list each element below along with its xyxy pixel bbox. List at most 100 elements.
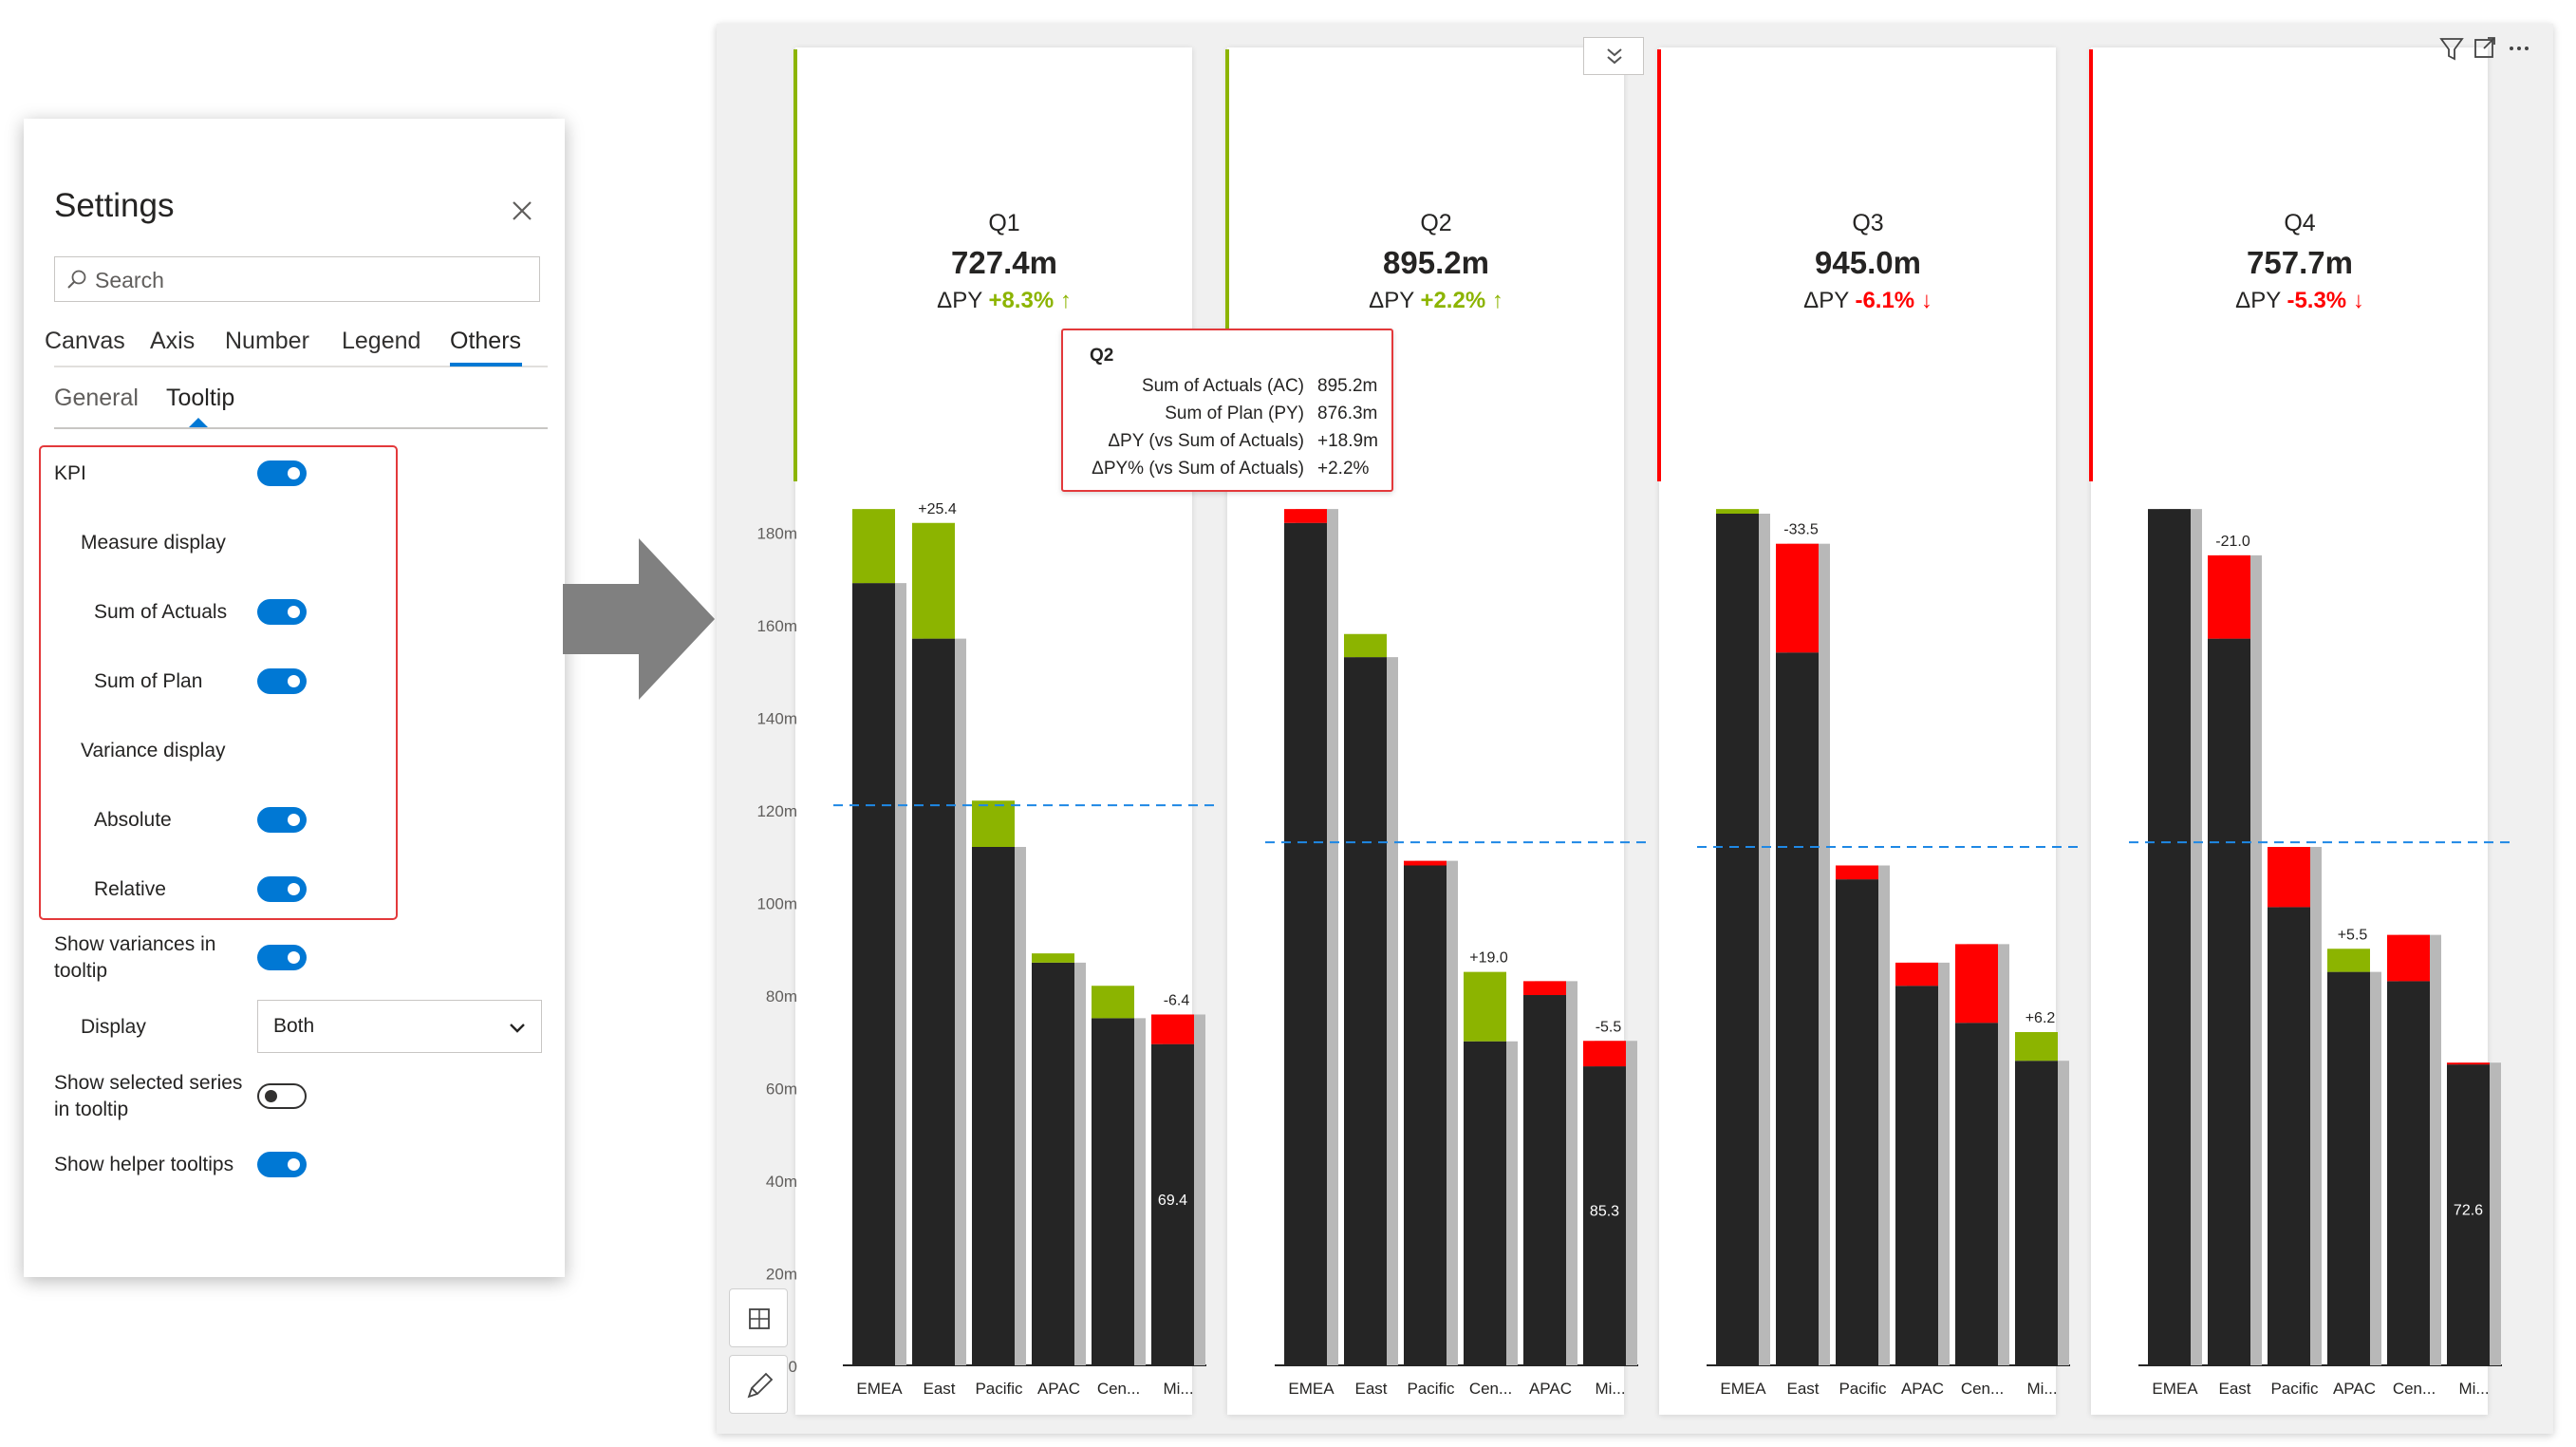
- subtab-general[interactable]: General: [54, 385, 139, 411]
- kpi-accent-line: [793, 49, 797, 481]
- y-tick-label: 80m: [766, 987, 797, 1005]
- actual-bar: [2148, 509, 2191, 1365]
- arrow-up-icon: ↑: [1491, 288, 1503, 313]
- show-helper-toggle[interactable]: [257, 1152, 307, 1177]
- actual-bar: [1404, 865, 1447, 1365]
- y-tick-label: 20m: [766, 1266, 797, 1284]
- kpi-quarter: Q4: [2284, 210, 2316, 236]
- absolute-toggle[interactable]: [257, 807, 307, 833]
- kpi-toggle[interactable]: [257, 460, 307, 486]
- kpi-delta-percent: -5.3%: [2287, 288, 2353, 313]
- actual-bar: [1032, 962, 1074, 1365]
- actual-bar: [1092, 1018, 1134, 1365]
- table-icon: [749, 1308, 770, 1329]
- filter-icon[interactable]: [2439, 38, 2464, 61]
- x-tick-label: EMEA: [2152, 1380, 2198, 1398]
- x-tick-label: APAC: [1529, 1380, 1572, 1398]
- tooltip-row-value: +2.2%: [1317, 459, 1370, 479]
- tab-axis[interactable]: Axis: [150, 328, 196, 354]
- kpi-accent-line: [2089, 49, 2093, 481]
- kpi-value: 727.4m: [951, 245, 1057, 280]
- bar-inner-label: 69.4: [1158, 1193, 1187, 1209]
- report-canvas: 0 20m 40m 60m 80m 100m 120m 140m 160m 180m EMEA Eas…: [717, 24, 2553, 1434]
- actual-bar: [2015, 1061, 2058, 1365]
- x-tick-label: APAC: [2333, 1380, 2376, 1398]
- actual-bar: [2327, 971, 2370, 1365]
- actual-bar: [2268, 907, 2310, 1365]
- x-tick-label: Cen...: [1961, 1380, 2004, 1398]
- tab-number[interactable]: Number: [225, 328, 309, 354]
- subtab-tooltip[interactable]: Tooltip: [166, 385, 235, 411]
- bar-inner-label: 72.6: [2454, 1203, 2483, 1219]
- y-tick-label: 0: [789, 1358, 797, 1376]
- display-select[interactable]: Both: [257, 1000, 542, 1053]
- settings-title: Settings: [54, 187, 175, 224]
- kpi-quarter: Q1: [988, 210, 1020, 236]
- x-tick-label: Cen...: [1469, 1380, 1512, 1398]
- subtabs-divider: [54, 427, 548, 429]
- show-variances-toggle[interactable]: [257, 945, 307, 970]
- x-tick-label: Mi...: [2458, 1380, 2489, 1398]
- kpi-delta: ΔPY +8.3% ↑: [814, 288, 1194, 314]
- actual-bar: [1895, 986, 1938, 1365]
- variance-bar: [2208, 554, 2250, 639]
- tooltip-row-label: ΔPY% (vs Sum of Actuals): [1092, 459, 1304, 479]
- actual-bar: [972, 847, 1015, 1365]
- y-tick-label: 40m: [766, 1173, 797, 1191]
- variance-bar: [1092, 986, 1134, 1019]
- actual-bar: [1955, 1023, 1998, 1365]
- show-selected-toggle[interactable]: [257, 1083, 307, 1109]
- focus-mode-icon[interactable]: [2474, 37, 2495, 58]
- relative-toggle[interactable]: [257, 876, 307, 902]
- search-input[interactable]: Search: [54, 256, 540, 302]
- visual-header: [2439, 37, 2529, 61]
- y-tick-label: 120m: [756, 802, 797, 820]
- x-tick-label: EMEA: [856, 1380, 903, 1398]
- sum-of-plan-toggle[interactable]: [257, 668, 307, 694]
- arrow-down-icon: ↓: [1920, 288, 1932, 313]
- tab-others[interactable]: Others: [450, 328, 522, 354]
- edit-button[interactable]: [729, 1355, 788, 1414]
- variance-bar: [1464, 971, 1506, 1042]
- drill-button[interactable]: [1583, 37, 1644, 75]
- chart-q2: EMEA East Pacific Cen... +19.0 APAC Mi... -5.5 8…: [1265, 509, 1648, 1398]
- more-options-icon[interactable]: [2510, 47, 2529, 50]
- x-tick-label: East: [923, 1380, 955, 1398]
- x-tick-label: Pacific: [975, 1380, 1023, 1398]
- tooltip-row-value: 895.2m: [1317, 376, 1378, 396]
- bar-inner-label: 85.3: [1590, 1204, 1619, 1220]
- variance-bar: [1284, 509, 1327, 523]
- variance-bar: [1151, 1014, 1194, 1044]
- chevron-down-icon: [510, 1024, 525, 1033]
- variance-label: +25.4: [918, 501, 957, 517]
- variance-bar: [1344, 633, 1387, 658]
- actual-bar: [1776, 652, 1819, 1365]
- show-selected-label-line2: in tooltip: [54, 1099, 129, 1120]
- show-selected-label-line1: Show selected series: [54, 1072, 243, 1094]
- close-icon[interactable]: [508, 197, 536, 225]
- actual-bar: [1523, 995, 1566, 1365]
- variance-label: -33.5: [1783, 522, 1819, 538]
- x-tick-label: Pacific: [1839, 1380, 1887, 1398]
- x-tick-label: EMEA: [1720, 1380, 1766, 1398]
- kpi-accent-line: [1657, 49, 1661, 481]
- tab-canvas[interactable]: Canvas: [45, 328, 125, 354]
- actual-bar: [1464, 1041, 1506, 1365]
- pencil-icon: [747, 1372, 774, 1399]
- variance-label: +19.0: [1469, 950, 1508, 967]
- tooltip-row-value: +18.9m: [1317, 431, 1378, 451]
- kpi-delta-label: ΔPY: [2235, 288, 2287, 313]
- x-tick-label: Cen...: [1097, 1380, 1140, 1398]
- kpi-label: KPI: [54, 462, 86, 484]
- tabs-divider: [54, 366, 548, 367]
- variance-bar: [852, 509, 895, 584]
- variance-bar: [1583, 1041, 1626, 1067]
- tab-others-underline: [450, 363, 522, 366]
- tab-legend[interactable]: Legend: [342, 328, 421, 354]
- chart-q1: EMEA East +25.4 Pacific APAC Cen... Mi... -6.4 6…: [833, 501, 1216, 1398]
- search-icon: [67, 270, 86, 289]
- table-view-button[interactable]: [729, 1288, 788, 1347]
- tooltip-row: ΔPY% (vs Sum of Actuals) +2.2%: [1063, 459, 1395, 485]
- variance-bar: [2447, 1062, 2490, 1065]
- sum-of-actuals-toggle[interactable]: [257, 599, 307, 625]
